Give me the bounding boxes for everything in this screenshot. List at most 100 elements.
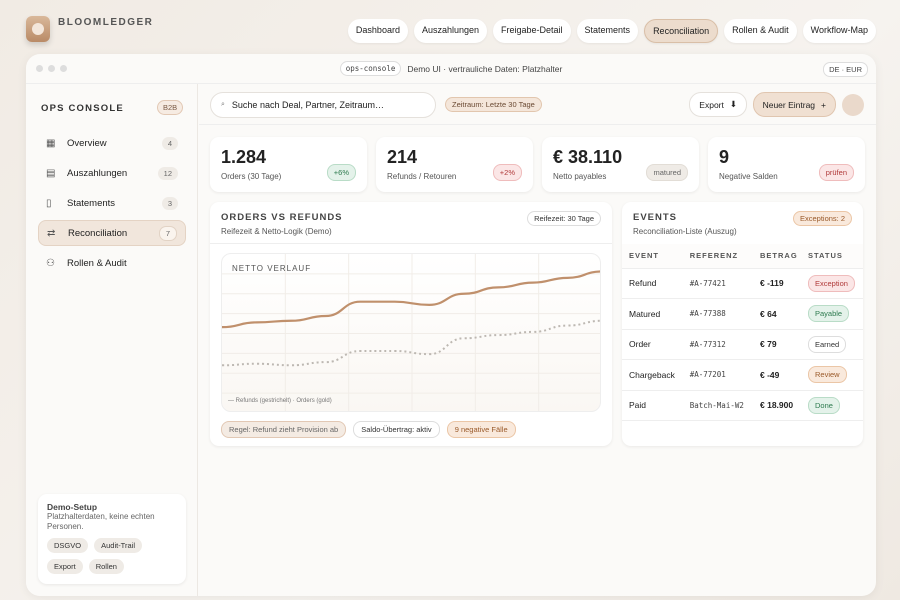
sidebar-item-overview[interactable]: ▦ Overview 4 [38,130,186,156]
reference-cell: #A-77421 [682,268,753,299]
kpi-card: 1.284 Orders (30 Tage) +6% [210,137,367,192]
sidebar-item-count: 3 [161,196,178,210]
kpi-label: Orders (30 Tage) [221,172,282,181]
series-line-refunds [222,319,600,367]
status-cell: Done [801,390,863,421]
reference-cell: #A-77388 [682,298,753,330]
demo-setup-card: Demo-Setup Platzhalterdaten, keine echte… [38,494,186,584]
sidebar-item-label: Overview [67,137,107,149]
status-badge: Payable [808,305,850,323]
search-placeholder: Suche nach Deal, Partner, Zeitraum… [231,100,384,110]
topnav-auszahlungen[interactable]: Auszahlungen [413,19,487,43]
topnav-reconciliation[interactable]: Reconciliation [644,19,719,43]
locale-selector[interactable]: DE · EUR [823,62,868,77]
titlebar-text: Demo UI · vertrauliche Daten: Platzhalte… [407,63,563,74]
status-badge: Exception [808,274,855,292]
kpi-value: 9 [719,147,730,167]
topnav-workflow-map[interactable]: Workflow-Map [802,19,876,43]
event-cell: Chargeback [622,359,683,391]
sidebar-title: OPS CONSOLE [41,103,124,114]
amount-cell: € 79 [753,329,801,360]
sidebar-item-label: Auszahlungen [67,167,128,179]
document-icon: ▯ [46,197,52,209]
status-badge: Earned [808,335,847,353]
brand-logo [26,16,50,42]
demo-chip[interactable]: Audit-Trail [94,537,142,553]
exceptions-badge: Exceptions: 2 [792,211,852,226]
kpi-card: 214 Refunds / Retouren +2% [376,137,533,192]
plot-label: NETTO VERLAUF [232,264,312,273]
column-header: EVENT [622,244,683,269]
download-icon: ⬇ [729,99,737,109]
column-header: REFERENZ [682,244,753,269]
demo-chip[interactable]: Rollen [88,558,124,574]
event-cell: Refund [622,268,683,299]
console-tag: ops-console [339,61,402,76]
sidebar: OPS CONSOLE B2B ▦ Overview 4 ▤ Auszahlungen 1… [26,84,198,596]
reference-cell: #A-77201 [682,359,753,391]
table-row[interactable]: Matured #A-77388 € 64 Payable [622,298,863,330]
app-window: ops-console Demo UI · vertrauliche Daten… [26,54,876,596]
maximize-dot[interactable] [60,65,67,72]
demo-chip[interactable]: DSGVO [47,537,89,553]
orders-vs-refunds-card: ORDERS VS REFUNDS Reifezeit & Netto-Logi… [210,202,612,446]
sidebar-item-reconciliation[interactable]: ⇄ Reconciliation 7 [38,220,186,246]
amount-cell: € 18.900 [753,390,801,421]
new-entry-button[interactable]: Neuer Eintrag + [752,92,836,117]
table-row[interactable]: Order #A-77312 € 79 Earned [622,329,863,360]
topnav-dashboard[interactable]: Dashboard [347,19,408,43]
close-dot[interactable] [36,65,43,72]
top-navigation: Dashboard Auszahlungen Freigabe-Detail Stat… [347,19,876,43]
status-cell: Earned [801,329,863,360]
sidebar-item-statements[interactable]: ▯ Statements 3 [38,190,186,216]
sidebar-item-count: 7 [158,225,177,241]
kpi-card: € 38.110 Netto payables matured [542,137,699,192]
demo-chip[interactable]: Export [47,558,83,574]
status-badge: Review [808,366,847,384]
b2b-badge: B2B [157,100,184,115]
sidebar-item-label: Rollen & Audit [67,257,127,269]
reference-cell: #A-77312 [682,329,753,360]
demo-text: Platzhalterdaten, keine echten Personen. [47,512,155,532]
table-row[interactable]: Chargeback #A-77201 € -49 Review [622,359,863,391]
kpi-label: Refunds / Retouren [387,172,457,181]
sidebar-item-count: 4 [161,136,178,150]
kpi-badge: +2% [492,164,522,181]
topnav-statements[interactable]: Statements [576,19,639,43]
netto-chart: NETTO VERLAUF — Refunds (gestrichelt) · … [221,253,601,412]
search-input[interactable]: ⌕ Suche nach Deal, Partner, Zeitraum… [210,92,436,118]
kpi-badge: +6% [326,164,356,181]
brand-name: BLOOMLEDGER [58,17,154,28]
sidebar-item-auszahlungen[interactable]: ▤ Auszahlungen 12 [38,160,186,186]
toolbar: ⌕ Suche nach Deal, Partner, Zeitraum… Zei… [199,84,876,125]
event-cell: Paid [622,390,683,421]
events-title: EVENTS [633,212,678,223]
window-controls [36,65,67,72]
events-subtitle: Reconciliation-Liste (Auszug) [633,227,737,236]
status-badge: Done [808,396,840,414]
events-card: EVENTS Reconciliation-Liste (Auszug) Exc… [622,202,863,446]
kpi-badge: matured [646,164,688,181]
status-cell: Review [801,359,863,391]
kpi-value: 214 [387,147,418,167]
minimize-dot[interactable] [48,65,55,72]
negative-cases-chip[interactable]: 9 negative Fälle [446,421,516,438]
kpi-badge: prüfen [818,164,854,181]
sidebar-item-count: 12 [157,166,178,180]
amount-cell: € 64 [753,298,801,330]
topnav-freigabe-detail[interactable]: Freigabe-Detail [493,19,571,43]
topnav-rollen-audit[interactable]: Rollen & Audit [724,19,797,43]
event-cell: Order [622,329,683,360]
table-row[interactable]: Refund #A-77421 € -119 Exception [622,268,863,299]
reference-cell: Batch-Mai-W2 [682,390,753,421]
avatar[interactable] [842,94,864,116]
kpi-label: Netto payables [553,172,607,181]
table-row[interactable]: Paid Batch-Mai-W2 € 18.900 Done [622,390,863,421]
column-header: STATUS [801,244,863,269]
sidebar-item-rollen-audit[interactable]: ⚇ Rollen & Audit [38,250,186,276]
export-label: Export [699,99,724,110]
amount-cell: € -119 [753,268,801,299]
date-range-filter[interactable]: Zeitraum: Letzte 30 Tage [445,97,542,112]
series-line-orders [222,270,600,329]
export-button[interactable]: Export ⬇ [689,92,747,117]
